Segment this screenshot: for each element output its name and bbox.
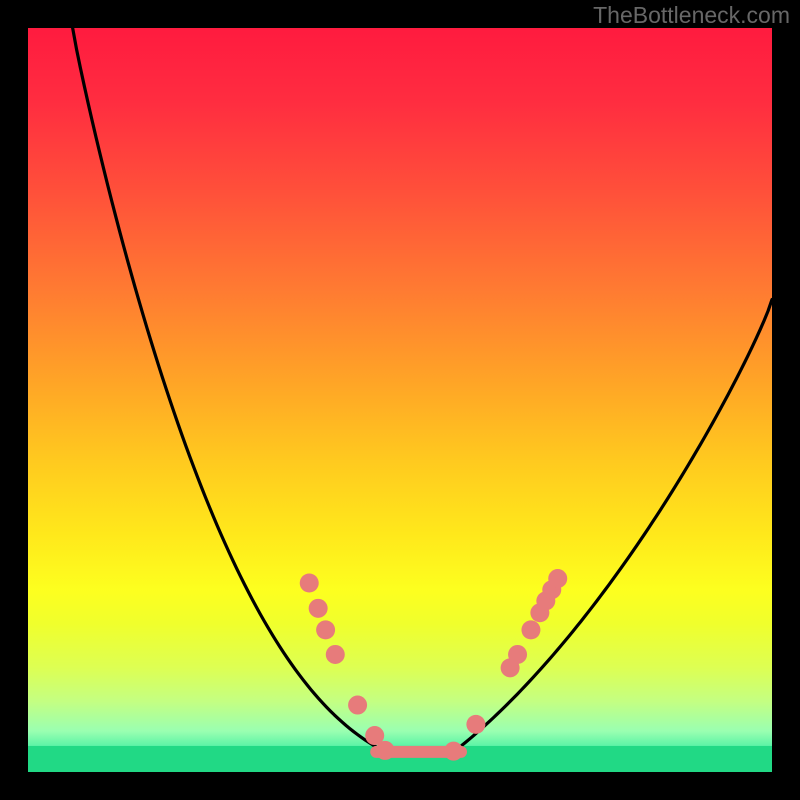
data-marker <box>376 741 395 760</box>
data-marker <box>508 645 527 664</box>
data-marker <box>466 715 485 734</box>
data-marker <box>309 599 328 618</box>
data-marker <box>521 620 540 639</box>
plot-area <box>28 28 772 772</box>
data-marker <box>444 742 463 761</box>
data-marker <box>326 645 345 664</box>
chart-stage: TheBottleneck.com <box>0 0 800 800</box>
data-marker <box>348 696 367 715</box>
gradient-background <box>28 28 772 772</box>
plot-svg <box>28 28 772 772</box>
data-marker <box>316 620 335 639</box>
data-marker <box>300 574 319 593</box>
watermark-text: TheBottleneck.com <box>593 2 790 29</box>
data-marker <box>548 569 567 588</box>
